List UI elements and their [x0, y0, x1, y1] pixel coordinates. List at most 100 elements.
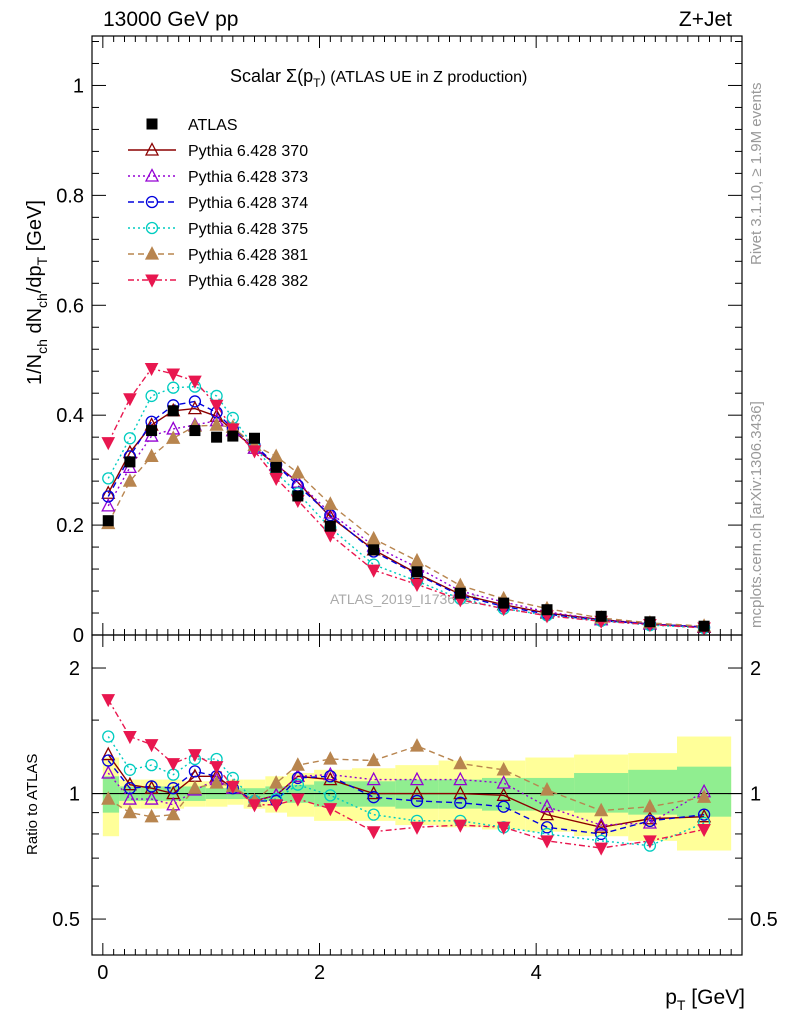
series-point	[366, 564, 381, 578]
series-point	[122, 473, 137, 487]
ratio-point	[209, 761, 224, 775]
legend-label: ATLAS	[188, 117, 238, 134]
ratio-y-tick-label-right: 2	[750, 658, 761, 680]
ratio-y-tick-label: 0.5	[52, 909, 80, 931]
ratio-point	[410, 794, 424, 808]
ratio-point	[226, 780, 240, 795]
ratio-point	[187, 780, 202, 794]
ratio-point	[496, 761, 511, 776]
ratio-point	[540, 821, 554, 834]
data-point	[595, 610, 607, 622]
series-point	[101, 497, 116, 512]
data-point	[454, 587, 466, 599]
main-panel: 0 0.2 0.4 0.6 0.8 1	[56, 35, 743, 647]
ratio-panel: 0.5 0.5 1 1 2 2 0 2 4	[52, 634, 778, 984]
ratio-point	[123, 763, 137, 776]
ratio-point	[496, 775, 511, 789]
ratio-point	[697, 823, 711, 838]
ratio-point	[269, 799, 283, 813]
ratio-point	[453, 771, 468, 786]
series-point	[188, 375, 202, 389]
ratio-point	[367, 808, 380, 821]
data-point	[498, 597, 510, 609]
data-point	[227, 430, 239, 442]
mcplots-label: mcplots.cern.ch [arXiv:1306.3436]	[748, 401, 765, 628]
ratio-point	[643, 814, 657, 828]
ratio-point	[642, 798, 657, 813]
series-point	[366, 530, 381, 545]
ratio-point	[595, 827, 608, 841]
data-point	[189, 425, 201, 437]
rivet-label: Rivet 3.1.10, ≥ 1.9M events	[748, 83, 765, 266]
uncertainty-band-inner	[102, 776, 120, 813]
data-point	[102, 515, 114, 527]
main-y-axis-title: 1/Nch dNch/dpT [GeV]	[24, 200, 50, 385]
series-point	[166, 430, 181, 444]
x-tick-label: 0	[97, 962, 108, 984]
ratio-point	[269, 775, 284, 789]
ratio-point	[145, 780, 158, 793]
data-point	[324, 520, 336, 532]
ratio-point	[209, 775, 224, 789]
ratio-point	[144, 808, 159, 823]
ratio-point	[188, 765, 202, 778]
ratio-y-axis-title: Ratio to ATLAS	[24, 754, 41, 855]
plot-title: Scalar Σ(pT) (ATLAS UE in Z production)	[230, 66, 527, 90]
ratio-point	[366, 752, 381, 767]
y-tick-label: 0.4	[56, 405, 84, 427]
legend-marker	[146, 118, 158, 130]
series-point	[209, 417, 224, 431]
ratio-point	[101, 694, 116, 708]
legend-label: Pythia 6.428 374	[188, 195, 308, 212]
legend-marker	[144, 142, 160, 156]
legend-label: Pythia 6.428 375	[188, 221, 308, 238]
ratio-point	[166, 806, 181, 821]
data-point	[644, 616, 656, 628]
ratio-point	[323, 771, 338, 786]
ratio-point	[101, 791, 116, 805]
series-point	[188, 395, 202, 408]
ratio-point	[167, 782, 180, 795]
legend-item: Pythia 6.428 370	[128, 142, 308, 160]
legend-label: Pythia 6.428 373	[188, 169, 308, 186]
ratio-point	[539, 782, 555, 796]
data-point	[249, 432, 260, 444]
ratio-point	[409, 785, 425, 800]
ratio-point	[291, 771, 304, 785]
series-line	[107, 419, 705, 628]
ratio-point	[324, 789, 337, 802]
series-point	[102, 490, 115, 503]
data-point	[368, 544, 380, 556]
data-point	[124, 456, 136, 468]
legend-item: Pythia 6.428 382	[128, 273, 308, 290]
legend-marker	[145, 221, 159, 235]
ratio-point	[697, 789, 712, 803]
ratio-point	[643, 835, 657, 849]
ratio-point	[323, 751, 338, 765]
ratio-point	[144, 739, 159, 753]
ratio-point	[453, 785, 468, 800]
ratio-point	[409, 771, 425, 786]
ratio-point	[453, 755, 468, 770]
series-point	[167, 381, 180, 394]
ratio-y-tick-label: 2	[69, 658, 80, 680]
y-tick-label: 1	[73, 75, 84, 97]
ratio-point	[290, 768, 305, 782]
series-point	[247, 445, 262, 459]
analysis-watermark: ATLAS_2019_I1736531	[330, 591, 479, 607]
ratio-point	[697, 808, 712, 823]
plot-title-prefix: Scalar Σ(p	[230, 66, 313, 86]
series-point	[187, 400, 202, 415]
ratio-point	[366, 771, 381, 786]
plot-title-sub: T	[313, 76, 321, 90]
ratio-point	[166, 758, 181, 772]
data-point	[146, 425, 158, 437]
y-tick-label: 0.2	[56, 515, 84, 537]
series-point	[410, 578, 424, 593]
y-tick-label: 0.8	[56, 185, 84, 207]
ratio-point	[101, 765, 116, 779]
legend-label: Pythia 6.428 381	[188, 247, 308, 264]
series-point	[323, 496, 338, 510]
series-point	[209, 399, 224, 413]
